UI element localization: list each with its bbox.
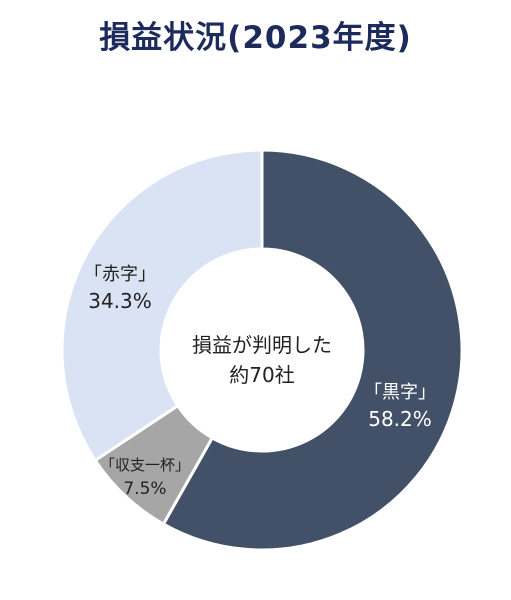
label-shushi-ippai-category: 「収支一杯」 bbox=[100, 456, 190, 474]
label-shushi-ippai-value: 7.5% bbox=[123, 479, 166, 499]
slice-kuroji bbox=[161, 148, 464, 552]
label-kuroji-value: 58.2% bbox=[368, 407, 432, 431]
slice-akaji bbox=[60, 148, 264, 463]
chart-title: 損益状況(2023年度) bbox=[99, 20, 412, 56]
label-akaji-value: 34.3% bbox=[88, 289, 152, 313]
center-label-line1: 損益が判明した bbox=[192, 333, 332, 357]
slice-labels: 「黒字」 58.2% 「収支一杯」 7.5% 「赤字」 34.3% bbox=[84, 264, 436, 499]
label-akaji-category: 「赤字」 bbox=[84, 264, 156, 285]
center-label-line2: 約70社 bbox=[229, 363, 294, 387]
label-kuroji-category: 「黒字」 bbox=[364, 382, 436, 403]
donut-slices bbox=[60, 148, 464, 552]
